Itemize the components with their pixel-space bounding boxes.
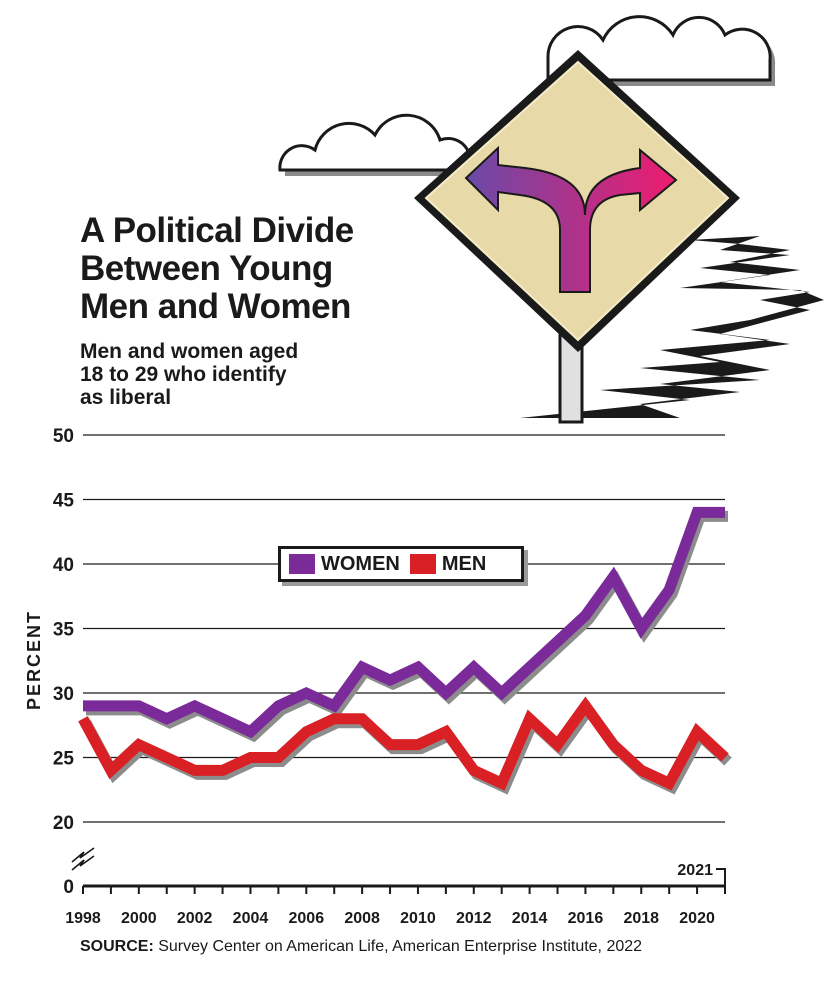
y-tick-label: 30 (53, 684, 74, 705)
source-prefix: SOURCE: (80, 938, 154, 955)
title-line: A Political Divide (80, 211, 354, 250)
x-tick-label: 2020 (679, 910, 715, 927)
title-line: Men and Women (80, 287, 351, 326)
x-tick-label: 2008 (344, 910, 380, 927)
subtitle-line: 18 to 29 who identify (80, 363, 287, 386)
page-subtitle: Men and women aged 18 to 29 who identify… (80, 340, 298, 409)
source-text: Survey Center on American Life, American… (158, 938, 643, 955)
y-tick-label: 40 (53, 555, 74, 576)
legend-label-men: MEN (441, 552, 487, 575)
chart-legend: WOMEN MEN (278, 546, 524, 582)
y-tick-labels: 0 20 25 30 35 40 45 50 (53, 426, 75, 898)
x-tick-label: 2000 (121, 910, 157, 927)
x-tick-label: 2004 (233, 910, 269, 927)
legend-label-women: WOMEN (321, 552, 400, 575)
axis-break-icon (71, 847, 95, 871)
y-axis-label: PERCENT (24, 610, 44, 710)
x-tick-label: 2010 (400, 910, 436, 927)
x-tick-label: 2012 (456, 910, 492, 927)
legend-item-women: WOMEN (289, 553, 400, 576)
y-tick-label: 25 (53, 749, 75, 770)
series-line-men (78, 696, 729, 791)
cloud-icon (546, 15, 776, 86)
x-end-bracket (716, 868, 726, 886)
y-tick-label: 50 (53, 426, 74, 447)
x-tick-label: 2002 (177, 910, 213, 927)
legend-item-men: MEN (409, 552, 487, 576)
legend-swatch-men (409, 554, 436, 574)
title-line: Between Young (80, 249, 333, 288)
x-axis: 1998 2000 2002 2004 2006 2008 2010 2012 2014 2016… (65, 862, 726, 927)
legend-swatch-women (289, 554, 315, 574)
subtitle-line: Men and women aged (80, 340, 299, 363)
y-tick-label: 0 (63, 877, 74, 898)
x-tick-label: 2018 (623, 910, 659, 927)
y-tick-label: 45 (53, 491, 75, 512)
page-title: A Political Divide Between Young Men and… (80, 212, 354, 326)
x-tick-label: 2006 (289, 910, 325, 927)
series-layer (78, 506, 732, 795)
source-note: SOURCE: Survey Center on American Life, … (80, 938, 642, 956)
y-tick-label: 35 (53, 620, 75, 641)
x-end-label: 2021 (677, 862, 713, 879)
x-tick-label: 1998 (65, 910, 101, 927)
x-tick-label: 2016 (568, 910, 604, 927)
fork-arrow-icon (464, 145, 678, 293)
subtitle-line: as liberal (80, 386, 172, 409)
x-tick-label: 2014 (512, 910, 548, 927)
series-line-women (83, 506, 725, 739)
y-tick-label: 20 (53, 813, 74, 834)
grid-layer (71, 434, 725, 871)
crack-icon (520, 236, 824, 418)
cloud-icon (278, 113, 475, 176)
road-sign-illustration (278, 15, 824, 424)
